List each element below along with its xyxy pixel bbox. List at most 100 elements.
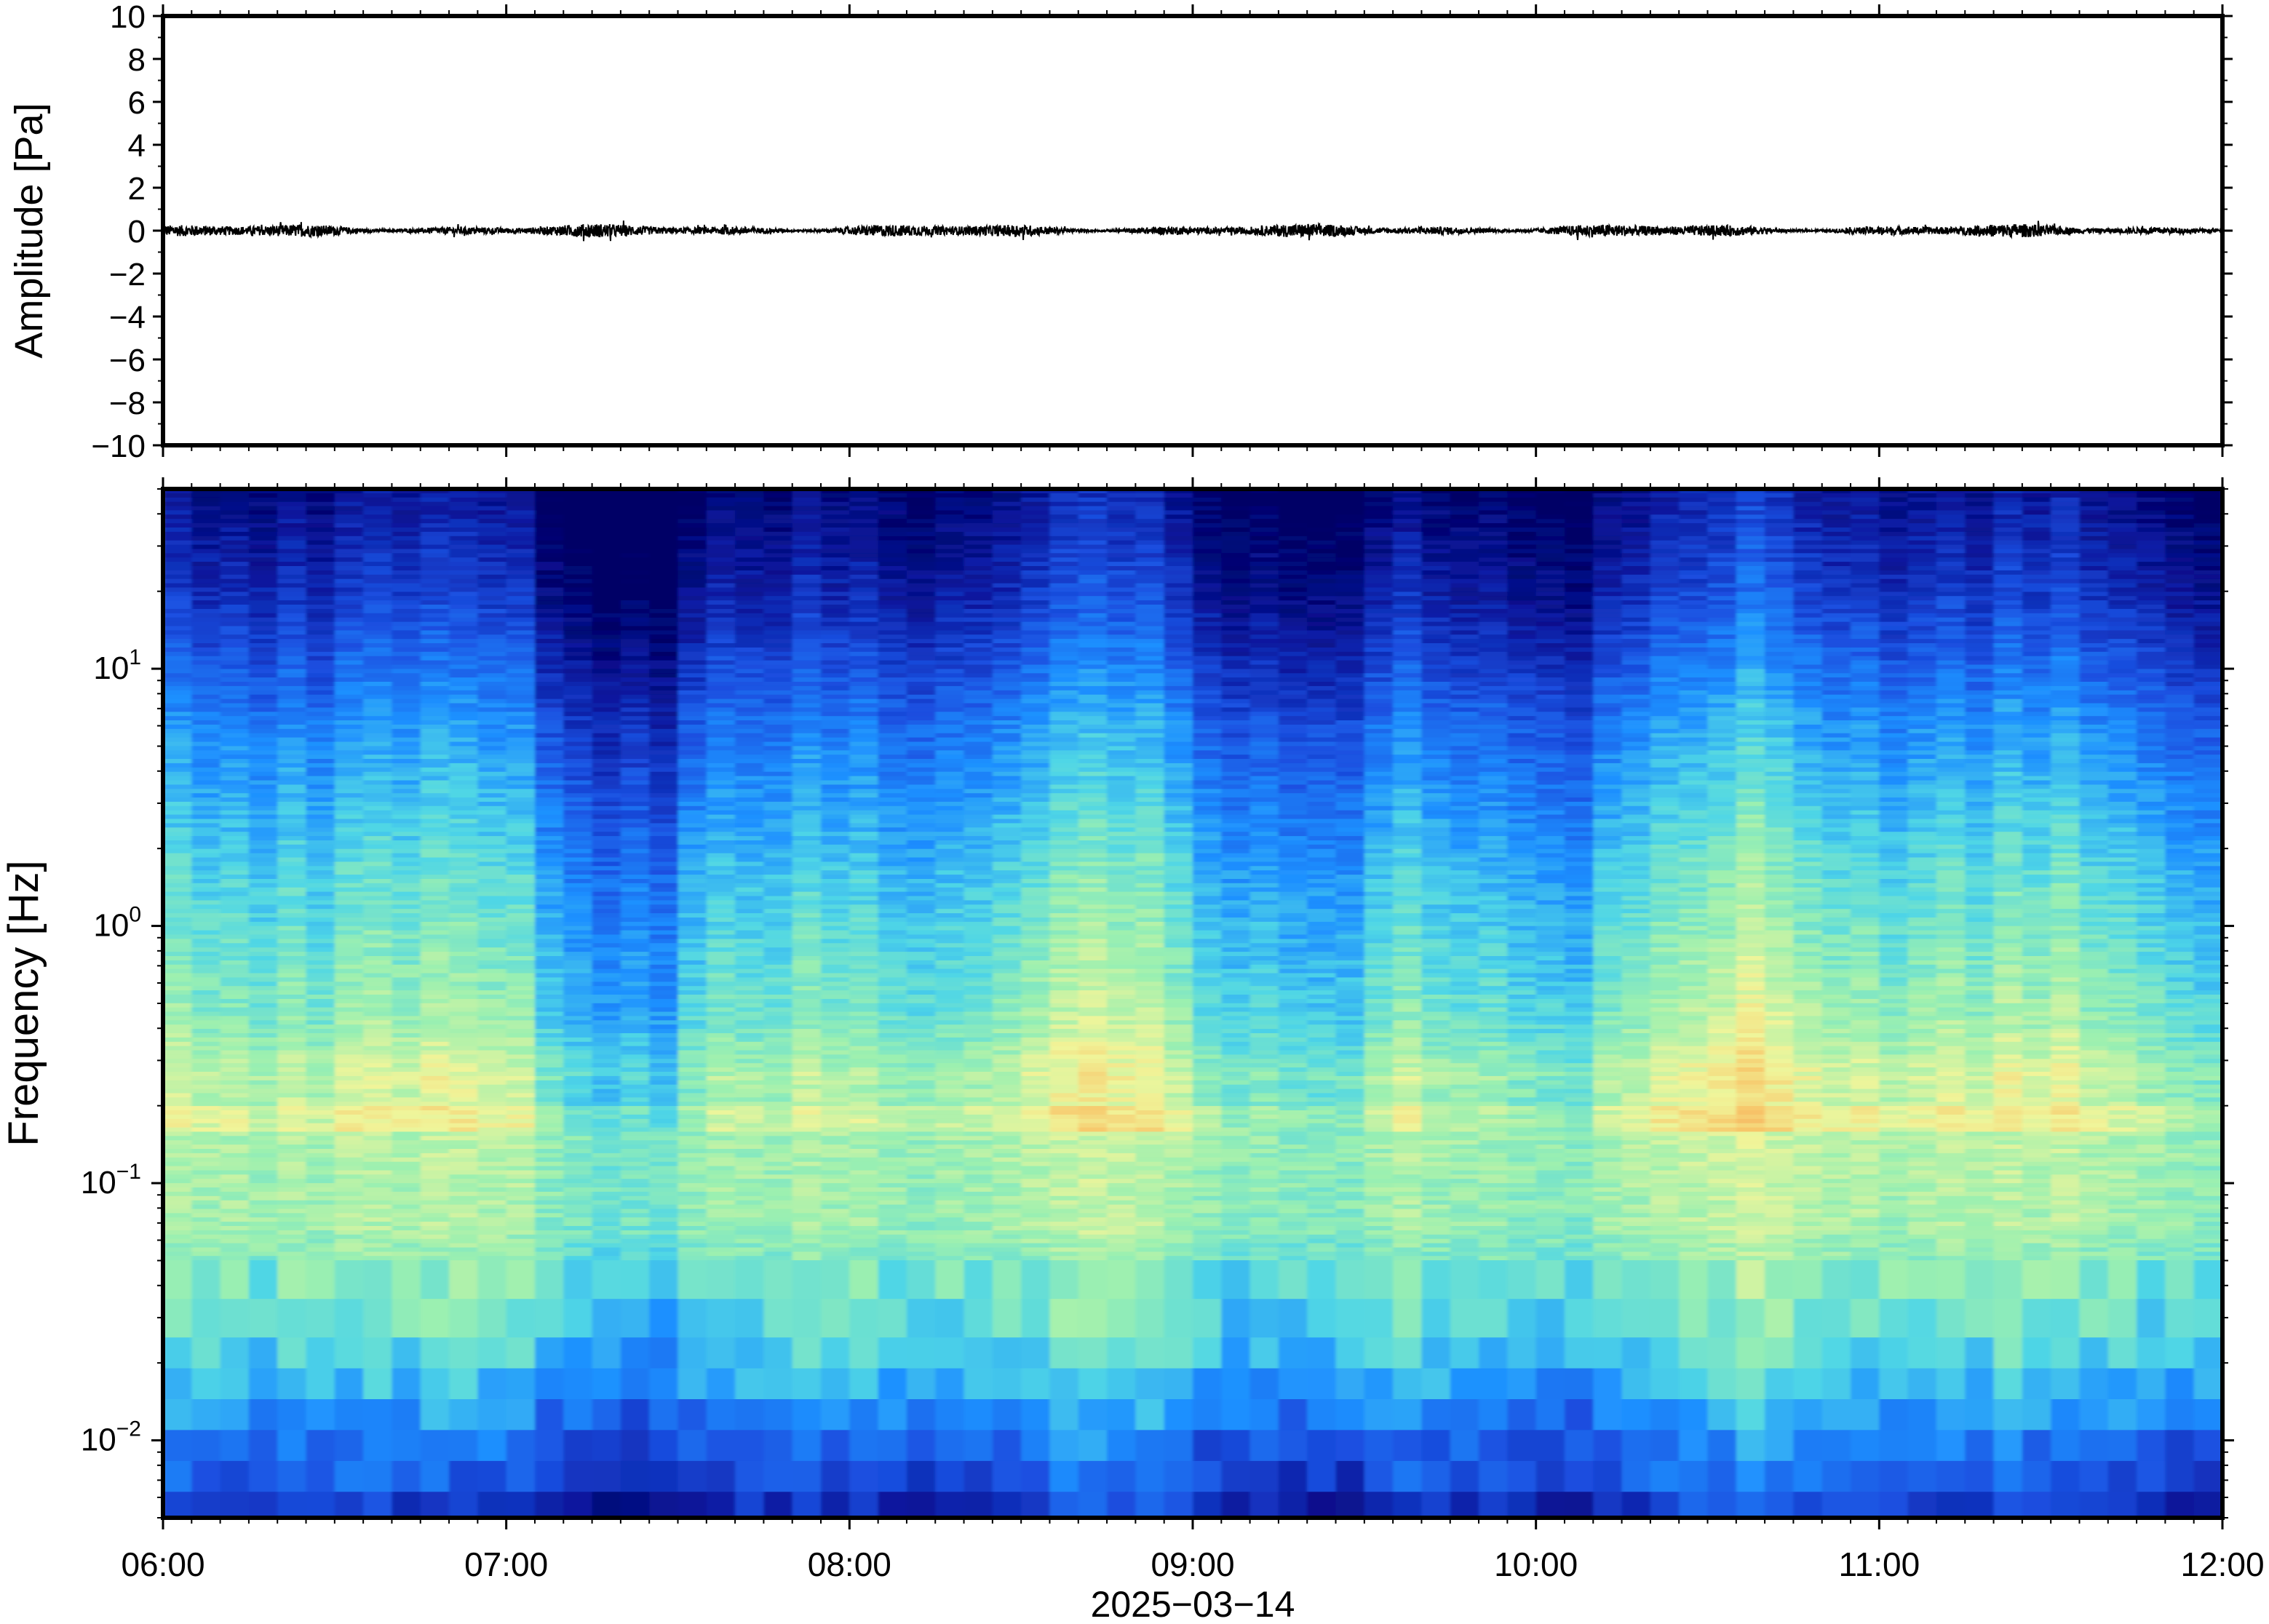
spectrogram-cell	[277, 1003, 307, 1008]
spectrogram-cell	[878, 626, 907, 632]
spectrogram-cell	[592, 562, 621, 567]
spectrogram-cell	[449, 801, 479, 807]
spectrogram-cell	[706, 1088, 736, 1094]
spectrogram-cell	[449, 540, 479, 546]
spectrogram-cell	[220, 741, 250, 747]
spectrogram-cell	[477, 1114, 507, 1120]
spectrogram-cell	[821, 918, 851, 923]
spectrogram-cell	[277, 836, 307, 841]
spectrogram-cell	[277, 592, 307, 597]
spectrogram-cell	[792, 673, 822, 678]
spectrogram-cell	[677, 1127, 707, 1133]
spectrogram-cell	[535, 1007, 565, 1013]
spectrogram-cell	[821, 1161, 851, 1167]
spectrogram-cell	[420, 643, 450, 648]
spectrogram-cell	[306, 883, 335, 888]
spectrogram-cell	[792, 1054, 822, 1060]
spectrogram-cell	[620, 1368, 651, 1400]
spectrogram-cell	[477, 832, 507, 837]
spectrogram-cell	[620, 677, 651, 682]
spectrogram-cell	[163, 514, 193, 520]
spectrogram-cell	[735, 1054, 765, 1060]
spectrogram-cell	[535, 1183, 565, 1188]
spectrogram-cell	[677, 557, 707, 562]
spectrogram-cell	[535, 836, 565, 841]
spectrogram-cell	[849, 982, 879, 987]
spectrogram-cell	[706, 755, 736, 760]
spectrogram-cell	[620, 626, 651, 632]
spectrogram-cell	[735, 1222, 765, 1227]
spectrogram-cell	[477, 605, 507, 610]
spectrogram-cell	[706, 621, 736, 627]
spectrogram-cell	[477, 1161, 507, 1167]
spectrogram-cell	[535, 870, 565, 875]
spectrogram-cell	[363, 1174, 393, 1179]
spectrogram-cell	[248, 1204, 279, 1210]
spectrogram-cell	[163, 827, 193, 832]
spectrogram-cell	[821, 1149, 851, 1154]
spectrogram-cell	[849, 1011, 879, 1017]
spectrogram-cell	[563, 784, 593, 790]
spectrogram-cell	[878, 801, 907, 807]
spectrogram-cell	[248, 784, 279, 790]
spectrogram-cell	[220, 1084, 250, 1090]
spectrogram-cell	[563, 918, 593, 923]
spectrogram-cell	[248, 1492, 279, 1518]
spectrogram-cell	[592, 1131, 621, 1137]
spectrogram-cell	[735, 1209, 765, 1214]
spectrogram-cell	[821, 844, 851, 850]
spectrogram-cell	[420, 1118, 450, 1124]
spectrogram-cell	[649, 990, 679, 995]
spectrogram-cell	[535, 1016, 565, 1022]
spectrogram-cell	[392, 677, 421, 682]
spectrogram-cell	[477, 1106, 507, 1111]
spectrogram-cell	[363, 904, 393, 909]
spectrogram-cell	[735, 1016, 765, 1022]
spectrogram-cell	[649, 947, 679, 952]
spectrogram-cell	[821, 578, 851, 584]
spectrogram-cell	[163, 506, 193, 512]
spectrogram-cell	[392, 947, 421, 952]
spectrogram-cell	[535, 848, 565, 854]
spectrogram-cell	[220, 763, 250, 768]
spectrogram-cell	[677, 866, 707, 871]
spectrogram-cell	[792, 578, 822, 584]
spectrogram-cell	[878, 728, 907, 734]
spectrogram-cell	[792, 784, 822, 790]
spectrogram-cell	[220, 1140, 250, 1145]
spectrogram-cell	[763, 767, 793, 773]
spectrogram-cell	[248, 982, 279, 987]
spectrogram-cell	[392, 639, 421, 644]
spectrogram-cell	[449, 1029, 479, 1034]
spectrogram-cell	[563, 1080, 593, 1086]
spectrogram-cell	[706, 1029, 736, 1034]
spectrogram-cell	[392, 746, 421, 752]
spectrogram-cell	[477, 1217, 507, 1222]
spectrogram-cell	[477, 1003, 507, 1008]
spectrogram-cell	[191, 647, 221, 653]
spectrogram-cell	[334, 1020, 365, 1025]
spectrogram-cell	[849, 647, 879, 653]
spectrogram-cell	[420, 934, 450, 940]
spectrogram-cell	[163, 707, 193, 713]
spectrogram-cell	[677, 489, 707, 494]
spectrogram-cell	[163, 801, 193, 807]
spectrogram-cell	[334, 514, 365, 520]
spectrogram-cell	[449, 1157, 479, 1163]
spectrogram-cell	[763, 776, 793, 781]
spectrogram-cell	[220, 1166, 250, 1171]
spectrogram-cell	[735, 600, 765, 605]
spectrogram-cell	[420, 647, 450, 653]
spectrogram-cell	[506, 1088, 536, 1094]
spectrogram-cell	[477, 784, 507, 790]
spectrogram-cell	[763, 1033, 793, 1038]
spectrogram-cell	[306, 544, 335, 550]
spectrogram-cell	[535, 698, 565, 704]
spectrogram-cell	[563, 626, 593, 632]
spectrogram-cell	[506, 1072, 536, 1077]
spectrogram-cell	[878, 776, 907, 781]
spectrogram-cell	[248, 776, 279, 781]
spectrogram-cell	[592, 844, 621, 850]
spectrogram-cell	[535, 716, 565, 721]
spectrogram-cell	[592, 523, 621, 528]
